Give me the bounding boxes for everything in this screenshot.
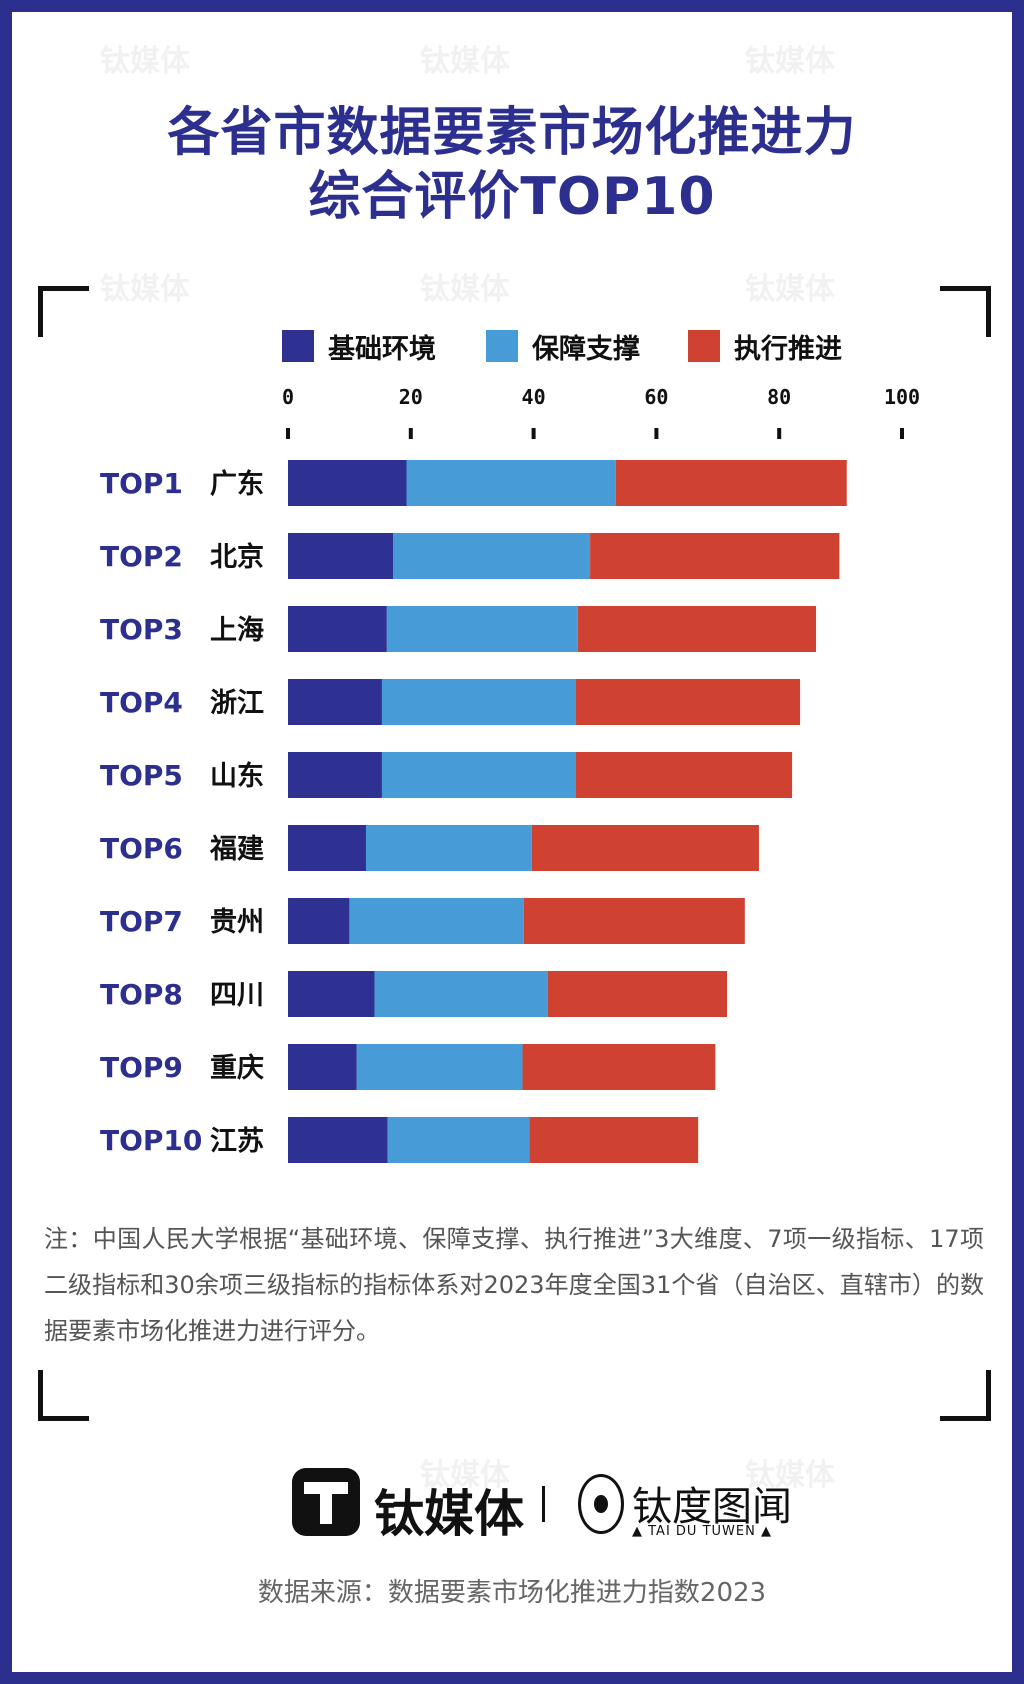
province-label: 重庆: [210, 1052, 264, 1084]
legend-label: 保障支撑: [532, 333, 640, 365]
brand-sub: ▲ TAI DU TUWEN ▲: [632, 1524, 772, 1539]
x-tick-label: 20: [399, 385, 423, 409]
legend-label: 执行推进: [734, 333, 842, 365]
rank-label: TOP9: [100, 1051, 183, 1084]
bar-segment: [575, 752, 793, 798]
chart-legend: 基础环境 保障支撑 执行推进: [0, 326, 1024, 366]
x-tick-mark: [531, 428, 536, 439]
bar-segment: [381, 679, 576, 725]
rank-label: TOP6: [100, 832, 183, 865]
rank-label: TOP4: [100, 686, 183, 719]
bar-segment: [387, 1117, 530, 1163]
watermark: 钛媒体: [420, 272, 510, 307]
x-tick-mark: [408, 428, 413, 439]
bar-segment: [288, 898, 350, 944]
rank-label: TOP10: [100, 1124, 202, 1157]
watermark: 钛媒体: [100, 44, 190, 79]
footnote: 注：中国人民大学根据“基础环境、保障支撑、执行推进”3大维度、7项一级指标、17…: [44, 1225, 984, 1345]
bar-segment: [288, 606, 387, 652]
province-label: 北京: [210, 541, 264, 573]
bar-segment: [577, 606, 817, 652]
bar-segment: [288, 825, 366, 871]
bar-segment: [288, 533, 393, 579]
province-label: 上海: [210, 615, 264, 646]
stacked-bar-chart: 0 20 40 60 80 100 TOP1 广东 TOP2 北京 TOP3 上海 TOP4 浙江 TOP5…: [100, 385, 920, 1163]
bar-segment: [529, 1117, 699, 1163]
bar-segment: [356, 1044, 523, 1090]
rank-label: TOP2: [100, 540, 183, 573]
watermark: 钛媒体: [420, 1458, 510, 1493]
brand-name-2: 钛度图闻: [632, 1484, 792, 1530]
x-tick-mark: [654, 428, 659, 439]
page-title-line2: 综合评价TOP10: [308, 167, 716, 227]
province-label: 浙江: [210, 688, 264, 719]
corner-bracket-bottom-right: [940, 1370, 991, 1421]
legend-swatch: [486, 330, 518, 362]
x-tick-mark: [900, 428, 904, 439]
tmt-logo-icon: [292, 1468, 360, 1536]
bar-segment: [523, 898, 745, 944]
x-tick-mark: [286, 428, 290, 439]
bar-segment: [386, 606, 578, 652]
logo-row: 钛媒体 钛度图闻 ▲ TAI DU TUWEN ▲: [0, 1468, 1024, 1548]
bar-segment: [288, 1117, 388, 1163]
watermark: 钛媒体: [420, 44, 510, 79]
data-source: 数据来源：数据要素市场化推进力指数2023: [257, 1578, 767, 1608]
legend-item-execution: 执行推进: [688, 326, 842, 366]
rank-label: TOP5: [100, 759, 183, 792]
bar-segment: [522, 1044, 716, 1090]
page-title-line1: 各省市数据要素市场化推进力: [167, 103, 857, 163]
x-tick-mark: [777, 428, 782, 439]
watermark: 钛媒体: [745, 1458, 835, 1493]
x-tick-label: 0: [282, 385, 294, 409]
bar-segment: [392, 533, 591, 579]
bar-segment: [531, 825, 759, 871]
x-tick-label: 40: [522, 385, 546, 409]
legend-item-support: 保障支撑: [486, 326, 640, 366]
bar-segment: [406, 460, 616, 506]
province-label: 贵州: [210, 907, 264, 938]
corner-bracket-top-left: [38, 286, 89, 337]
legend-swatch: [282, 330, 314, 362]
rank-label: TOP8: [100, 978, 183, 1011]
bar-segment: [288, 679, 382, 725]
bar-segment: [349, 898, 524, 944]
legend-swatch: [688, 330, 720, 362]
rank-label: TOP7: [100, 905, 183, 938]
province-label: 江苏: [210, 1126, 264, 1157]
eye-logo-icon: [578, 1474, 624, 1534]
province-label: 四川: [210, 980, 264, 1011]
bar-segment: [590, 533, 840, 579]
legend-label: 基础环境: [328, 333, 436, 365]
province-label: 福建: [209, 834, 264, 865]
watermark: 钛媒体: [745, 272, 835, 307]
corner-bracket-top-right: [940, 286, 991, 337]
bar-segment: [288, 971, 375, 1017]
bar-segment: [288, 1044, 357, 1090]
watermark: 钛媒体: [100, 272, 190, 307]
rank-label: TOP3: [100, 613, 183, 646]
brand-name-1: 钛媒体: [374, 1485, 524, 1543]
x-tick-label: 80: [767, 385, 791, 409]
bar-segment: [547, 971, 728, 1017]
corner-bracket-bottom-left: [38, 1370, 89, 1421]
bar-segment: [374, 971, 548, 1017]
bar-segment: [288, 460, 407, 506]
logo-divider: [542, 1486, 545, 1522]
legend-item-basic: 基础环境: [282, 326, 436, 366]
province-label: 山东: [210, 760, 264, 792]
bar-segment: [615, 460, 847, 506]
x-tick-label: 60: [644, 385, 668, 409]
rank-label: TOP1: [100, 467, 183, 500]
bar-segment: [381, 752, 576, 798]
province-label: 广东: [210, 468, 264, 500]
bar-segment: [288, 752, 382, 798]
watermark: 钛媒体: [745, 44, 835, 79]
bar-segment: [575, 679, 801, 725]
bar-segment: [365, 825, 532, 871]
x-tick-label: 100: [884, 385, 920, 409]
